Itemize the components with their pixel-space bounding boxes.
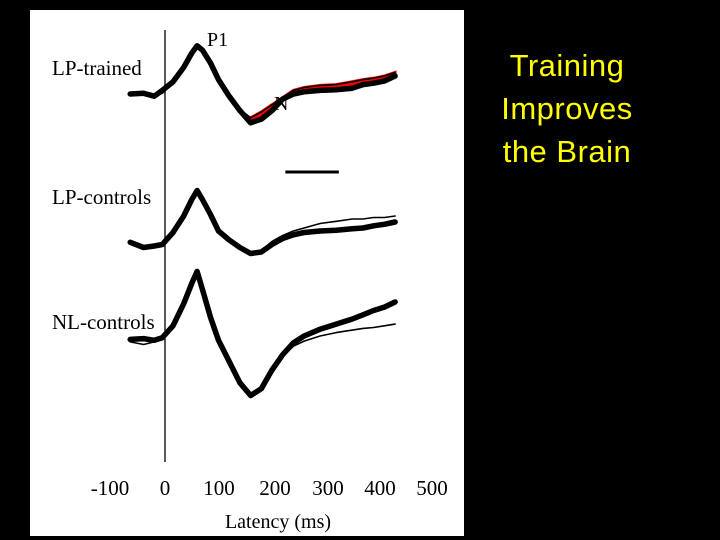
erp-chart-svg: LP-trained LP-controls NL-controls P1 N … (52, 29, 448, 533)
chart-marks (127, 30, 398, 462)
erp-trace-nl-controls-thin (129, 274, 396, 395)
x-axis-title: Latency (ms) (225, 511, 331, 533)
x-tick-label: -100 (91, 476, 130, 500)
erp-trace-nl-controls-thick (127, 268, 398, 399)
x-tick-label: 300 (312, 476, 344, 500)
slide-title: Training Improves the Brain (474, 44, 660, 173)
panel-label-lp-controls: LP-controls (52, 185, 151, 209)
slide-title-line: the Brain (502, 134, 632, 169)
x-tick-label: 0 (160, 476, 171, 500)
panel-label-lp-trained: LP-trained (52, 56, 142, 80)
erp-trace-lp-controls-thin (129, 191, 396, 256)
erp-trace-lp-controls-thick (127, 187, 398, 257)
erp-figure: LP-trained LP-controls NL-controls P1 N … (30, 10, 464, 536)
slide-title-line: Improves (501, 91, 633, 126)
x-tick-label: 500 (416, 476, 448, 500)
x-tick-label: 400 (364, 476, 396, 500)
slide-title-line: Training (509, 48, 625, 83)
highlight-region (249, 70, 397, 125)
peak-label-p1: P1 (207, 29, 228, 51)
x-tick-label: 200 (259, 476, 291, 500)
x-tick-label: 100 (203, 476, 235, 500)
peak-label-n: N (274, 93, 288, 115)
panel-label-nl-controls: NL-controls (52, 310, 155, 334)
erp-trace-lp-trained-thin (129, 44, 396, 119)
chart-labels: LP-trained LP-controls NL-controls P1 N … (52, 29, 448, 533)
